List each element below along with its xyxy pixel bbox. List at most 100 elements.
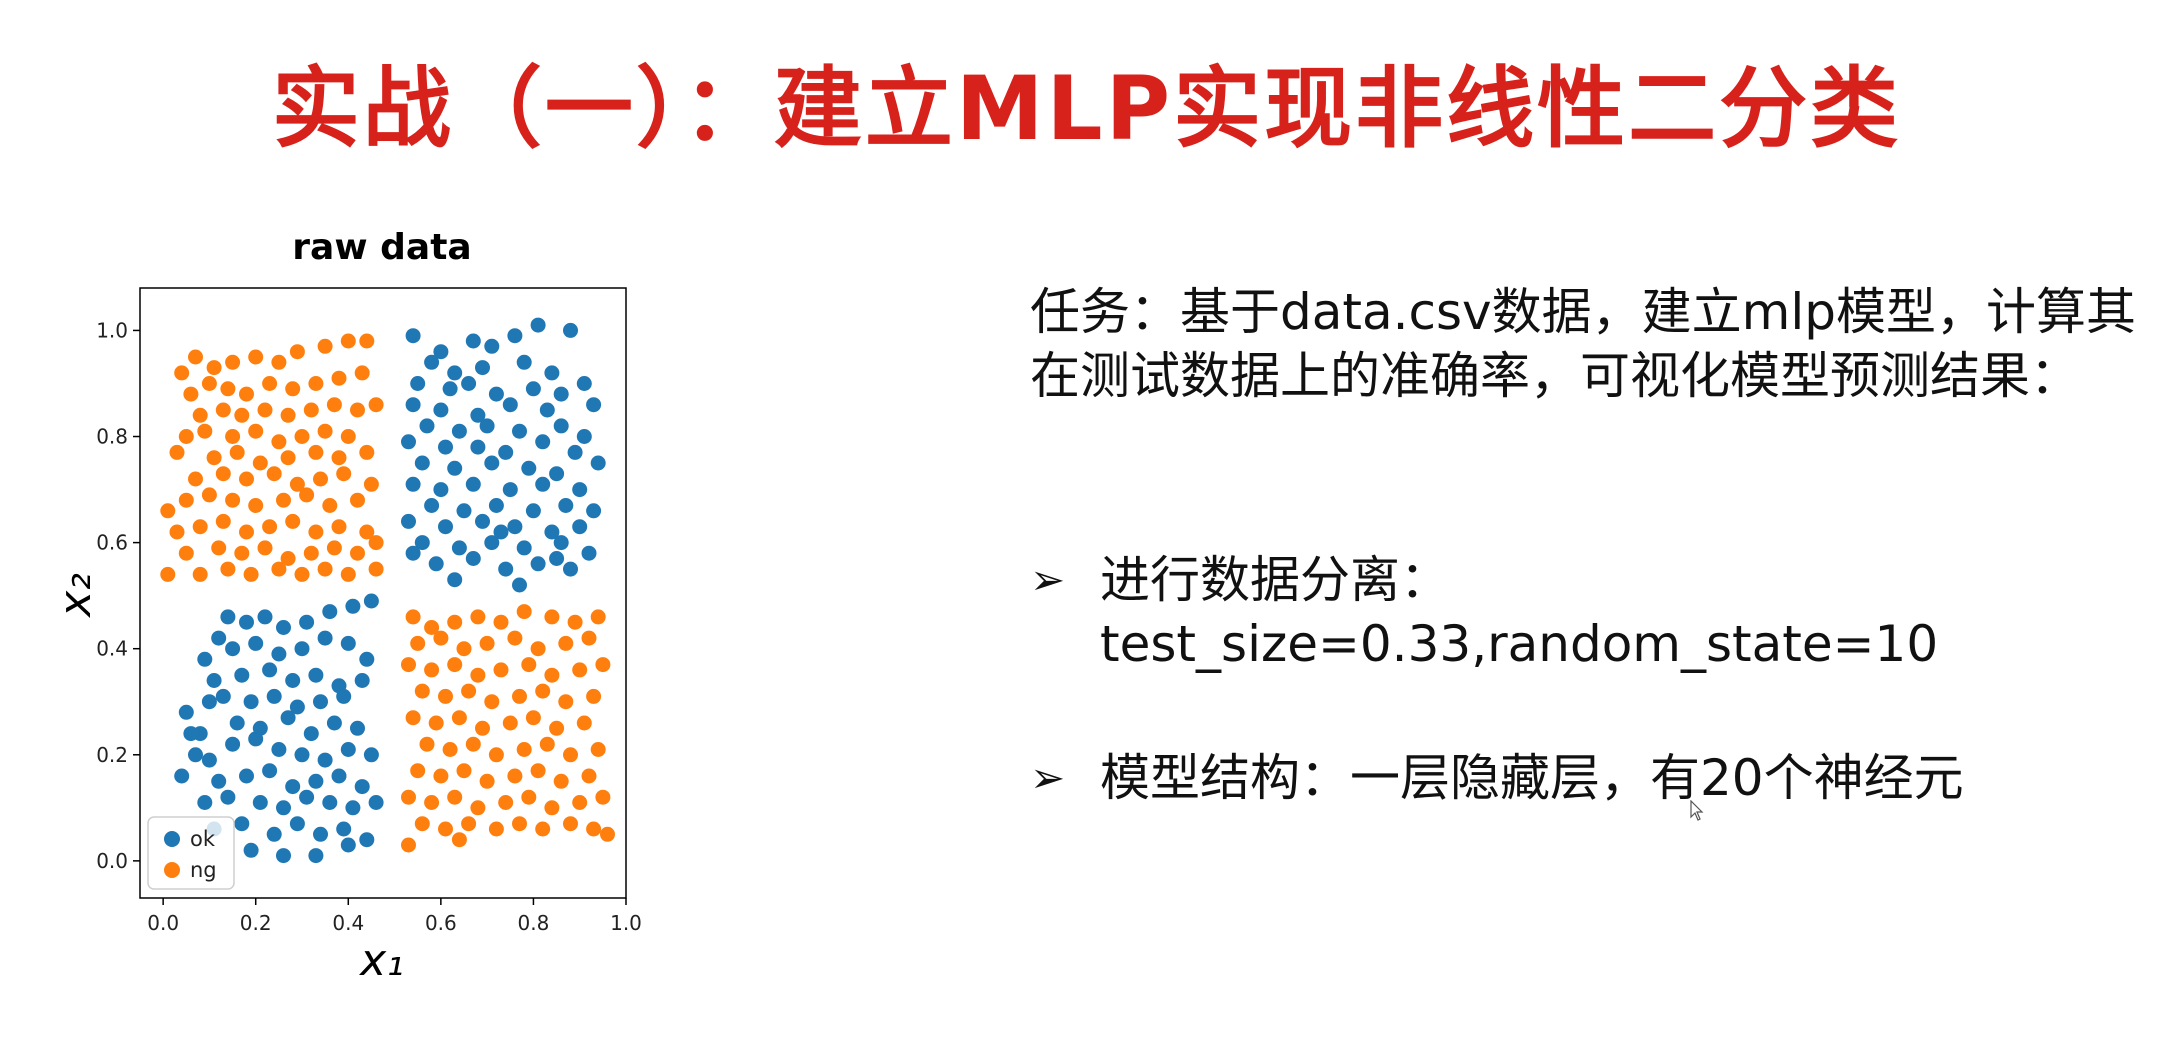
point-ng: [271, 354, 287, 370]
point-ok: [405, 545, 421, 561]
point-ng: [507, 630, 523, 646]
point-ng: [438, 688, 453, 704]
point-ng: [576, 715, 592, 731]
y-tick-label: 0.0: [96, 849, 128, 873]
point-ok: [507, 328, 523, 344]
point-ok: [308, 667, 324, 683]
point-ng: [359, 524, 375, 540]
point-ok: [271, 646, 287, 662]
point-ng: [183, 386, 199, 402]
point-ok: [498, 561, 514, 577]
point-ng: [447, 789, 463, 805]
point-ng: [479, 773, 495, 789]
point-ng: [595, 657, 611, 673]
point-ok: [350, 720, 365, 736]
point-ng: [581, 630, 597, 646]
point-ok: [451, 540, 467, 556]
point-ok: [303, 726, 319, 742]
point-ok: [271, 742, 287, 757]
point-ok: [586, 397, 602, 413]
point-ok: [243, 842, 259, 858]
point-ng: [470, 800, 486, 816]
point-ng: [239, 524, 254, 540]
point-ng: [340, 429, 356, 444]
point-ok: [447, 365, 463, 381]
point-ng: [271, 434, 287, 450]
point-ok: [433, 402, 449, 418]
point-ok: [484, 338, 500, 354]
point-ng: [401, 657, 416, 673]
point-ng: [590, 742, 606, 757]
legend: ok ng: [147, 816, 235, 890]
point-ok: [354, 779, 370, 795]
point-ng: [262, 519, 278, 535]
point-ok: [563, 322, 578, 338]
point-ng: [581, 768, 597, 784]
point-ok: [308, 848, 324, 864]
point-ok: [262, 763, 278, 779]
point-ok: [183, 726, 199, 742]
point-ok: [447, 572, 463, 588]
point-ng: [188, 349, 203, 365]
point-ng: [498, 795, 514, 810]
point-ok: [308, 773, 324, 789]
point-ok: [428, 556, 444, 572]
point-ok: [433, 482, 449, 498]
point-ng: [493, 662, 509, 678]
point-ok: [525, 503, 541, 519]
point-ok: [414, 455, 430, 471]
point-ok: [424, 354, 440, 370]
point-ok: [359, 832, 375, 848]
point-ng: [220, 561, 236, 577]
point-ng: [326, 397, 342, 413]
point-ng: [326, 540, 342, 556]
point-ng: [280, 551, 296, 566]
point-ng: [442, 742, 458, 757]
point-ok: [331, 768, 347, 784]
point-ng: [424, 662, 440, 678]
point-ok: [502, 482, 518, 498]
point-ng: [188, 471, 203, 487]
point-ok: [201, 694, 217, 710]
x-tick-label: 0.0: [147, 911, 179, 935]
point-ng: [456, 763, 472, 779]
point-ng: [516, 742, 532, 757]
point-ng: [424, 795, 440, 810]
point-ng: [558, 635, 574, 651]
point-ok: [188, 747, 203, 763]
point-ok: [340, 635, 356, 651]
point-ng: [215, 513, 231, 529]
point-ng: [178, 492, 194, 508]
point-ng: [535, 821, 551, 837]
legend-swatch-ok: [164, 831, 180, 847]
point-ng: [428, 715, 444, 731]
point-ok: [340, 742, 356, 757]
point-ok: [248, 635, 264, 651]
point-ng: [266, 466, 282, 482]
point-ok: [521, 460, 537, 476]
point-ok: [586, 503, 602, 519]
point-ng: [252, 455, 268, 471]
point-ok: [572, 482, 588, 498]
point-ok: [553, 535, 569, 551]
point-ok: [414, 535, 430, 551]
point-ok: [276, 800, 291, 816]
point-ok: [493, 524, 509, 540]
point-ng: [484, 694, 500, 710]
point-ok: [405, 328, 421, 344]
point-ok: [229, 715, 245, 731]
point-ng: [276, 492, 291, 508]
point-ok: [239, 768, 254, 784]
y-tick-label: 0.4: [96, 637, 128, 661]
point-ng: [461, 683, 477, 699]
point-ng: [451, 710, 467, 726]
point-ok: [410, 376, 426, 391]
point-ng: [331, 519, 347, 535]
point-ng: [178, 545, 194, 561]
mouse-cursor-icon: [1690, 800, 1704, 821]
point-ng: [206, 450, 222, 466]
point-ok: [336, 821, 352, 837]
point-ng: [354, 365, 370, 381]
point-ng: [470, 667, 486, 683]
point-ok: [317, 752, 333, 768]
